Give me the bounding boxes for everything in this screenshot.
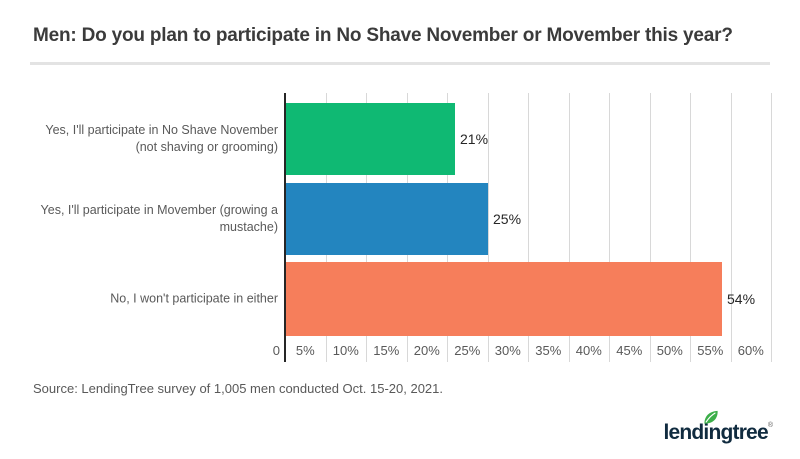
gridline [649, 93, 651, 362]
gridline [568, 93, 570, 362]
x-tick-label: 5% [295, 343, 315, 358]
x-tick-label: 40% [575, 343, 602, 358]
bar-chart: 0 5% 10% 15% 20% 25% 30% 35% 40% 45% 50% 55% 60% Yes,… [0, 93, 800, 363]
x-tick-label-zero: 0 [272, 343, 280, 358]
gridline [730, 93, 732, 362]
logo-text: lendingtree [663, 421, 768, 444]
bar-0 [286, 103, 455, 175]
category-label: No, I won't participate in either [110, 291, 278, 306]
bar-2 [286, 262, 722, 336]
x-tick-label: 15% [373, 343, 400, 358]
y-axis-line [284, 93, 286, 362]
value-label: 25% [493, 211, 522, 227]
value-label: 54% [727, 291, 756, 307]
x-tick-label: 25% [454, 343, 481, 358]
registered-mark-icon: ® [767, 422, 773, 429]
category-label: Yes, I'll participate in Movember (growi… [40, 203, 278, 234]
x-tick-label: 35% [535, 343, 562, 358]
category-label: Yes, I'll participate in No Shave Novemb… [45, 123, 278, 154]
value-label: 21% [460, 131, 489, 147]
x-tick-label: 20% [413, 343, 440, 358]
gridline [690, 93, 691, 362]
x-tick-label: 30% [494, 343, 521, 358]
gridline [771, 93, 772, 362]
x-tick-label: 45% [616, 343, 643, 358]
title-divider [30, 62, 770, 65]
gridline [609, 93, 610, 362]
source-note: Source: LendingTree survey of 1,005 men … [33, 381, 443, 396]
x-tick-label: 60% [737, 343, 764, 358]
lendingtree-logo: lendingtree® [663, 409, 773, 449]
x-tick-label: 50% [656, 343, 683, 358]
x-tick-label: 55% [697, 343, 724, 358]
bar-1 [286, 183, 488, 255]
gridline [528, 93, 529, 362]
gridline [487, 93, 489, 362]
leaf-icon [704, 410, 719, 424]
chart-title: Men: Do you plan to participate in No Sh… [33, 25, 733, 46]
x-tick-label: 10% [332, 343, 359, 358]
